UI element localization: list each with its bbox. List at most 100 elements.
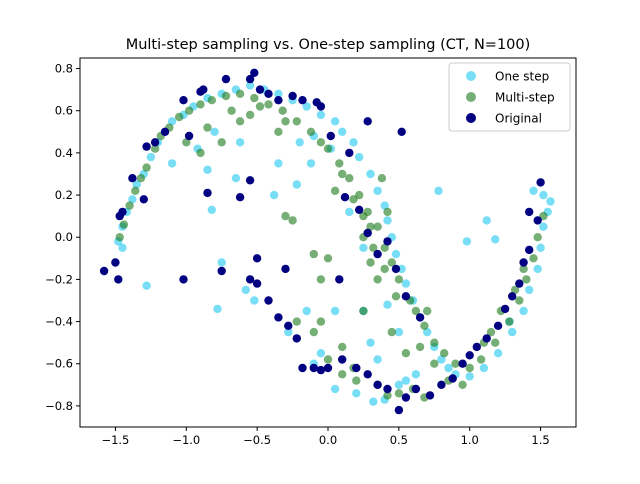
data-point	[118, 207, 127, 217]
data-point	[462, 237, 472, 246]
legend: One step Multi-step Original	[448, 62, 571, 132]
y-tick-label: 0.2	[55, 188, 73, 202]
series-original	[99, 68, 545, 415]
x-tick-label: −1.0	[172, 433, 200, 447]
data-point	[167, 159, 177, 168]
data-point	[340, 193, 350, 202]
data-point	[479, 363, 489, 373]
data-point	[245, 176, 255, 185]
data-point	[349, 195, 358, 204]
data-point	[486, 327, 496, 337]
data-point	[465, 372, 474, 381]
data-point	[394, 380, 404, 389]
data-point	[203, 188, 212, 198]
series-multi-step	[115, 89, 548, 402]
data-point	[529, 186, 538, 195]
data-point	[274, 96, 283, 105]
data-point	[288, 216, 297, 225]
data-point	[391, 249, 401, 259]
data-point	[411, 370, 421, 379]
data-point	[114, 275, 123, 284]
data-point	[352, 389, 361, 398]
data-point	[302, 102, 311, 111]
y-tick-label: 0.4	[55, 146, 73, 160]
data-point	[227, 106, 236, 115]
data-point	[377, 174, 387, 183]
data-point	[306, 159, 316, 168]
data-point	[536, 178, 545, 187]
data-point	[323, 144, 333, 153]
data-point	[278, 106, 287, 115]
data-point	[515, 279, 524, 288]
data-point	[252, 279, 262, 288]
data-point	[221, 91, 231, 101]
data-point	[465, 363, 474, 373]
data-point	[345, 207, 354, 217]
data-point	[125, 201, 134, 210]
data-point	[245, 275, 255, 284]
data-point	[391, 264, 401, 274]
data-point	[349, 138, 358, 147]
x-tick-label: 1.0	[461, 433, 479, 447]
data-point	[338, 342, 347, 352]
data-point	[458, 380, 467, 389]
data-point	[522, 275, 531, 284]
data-point	[338, 127, 347, 136]
data-point	[437, 355, 446, 364]
data-point	[508, 327, 517, 337]
data-point	[373, 355, 382, 364]
data-point	[338, 370, 347, 379]
data-point	[369, 243, 378, 252]
data-point	[508, 292, 517, 301]
legend-marker	[466, 113, 476, 123]
data-point	[533, 233, 542, 242]
data-point	[394, 327, 404, 337]
y-tick-label: −0.8	[45, 399, 73, 413]
data-point	[196, 100, 205, 109]
data-point	[366, 258, 375, 267]
data-point	[383, 391, 392, 400]
data-point	[132, 180, 141, 189]
legend-label: One step	[495, 70, 549, 84]
data-point	[281, 211, 290, 221]
data-point	[179, 275, 188, 284]
data-point	[235, 193, 245, 202]
data-point	[359, 211, 368, 221]
data-point	[292, 317, 301, 326]
data-point	[359, 306, 368, 316]
data-point	[533, 264, 542, 274]
data-point	[306, 127, 316, 136]
data-point	[111, 258, 120, 267]
data-point	[142, 281, 151, 290]
data-point	[383, 300, 392, 309]
data-point	[415, 313, 425, 322]
y-tick-label: −0.6	[45, 357, 73, 371]
data-point	[387, 327, 396, 337]
data-point	[525, 245, 534, 255]
data-point	[160, 127, 170, 136]
data-point	[415, 342, 425, 352]
data-point	[401, 349, 411, 358]
data-point	[394, 405, 404, 415]
data-point	[150, 144, 160, 153]
x-axis: −1.5 −1.0 −0.5 0.0 0.5 1.0 1.5	[101, 427, 550, 447]
data-point	[401, 292, 411, 301]
data-point	[139, 195, 148, 204]
data-point	[373, 249, 382, 259]
data-point	[250, 296, 259, 305]
data-point	[309, 363, 318, 373]
data-point	[440, 349, 449, 358]
legend-label: Original	[495, 112, 542, 126]
data-point	[491, 338, 500, 347]
data-point	[493, 349, 503, 358]
data-point	[335, 159, 344, 168]
data-point	[546, 197, 555, 206]
data-point	[295, 138, 304, 147]
data-point	[366, 169, 375, 179]
data-point	[476, 355, 486, 364]
data-point	[380, 264, 389, 274]
data-point	[142, 142, 151, 151]
data-point	[482, 216, 491, 225]
data-point	[99, 266, 109, 276]
legend-label: Multi-step	[495, 91, 555, 105]
